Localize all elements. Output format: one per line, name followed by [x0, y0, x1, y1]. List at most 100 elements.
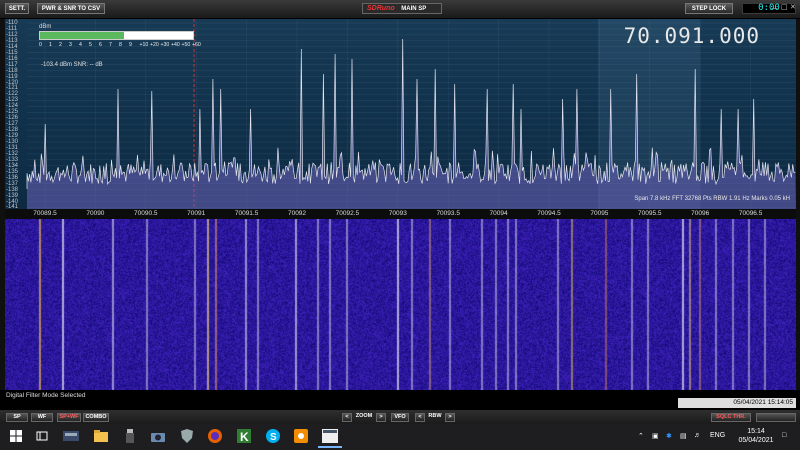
file-explorer-icon[interactable]	[93, 428, 109, 444]
sketch-app-icon[interactable]	[293, 428, 309, 444]
meter-scale-label: +30	[160, 42, 170, 48]
dbm-tick-label: -128	[6, 127, 19, 134]
usb-drive-icon[interactable]	[122, 428, 138, 444]
active-indicator	[318, 446, 342, 448]
system-clock[interactable]: 15:14 05/04/2021	[736, 427, 776, 445]
rbw-label: RBW	[428, 413, 442, 419]
active-window-icon[interactable]	[320, 428, 340, 444]
dbm-axis: -110 -111 -112 -113 -114 -115 -116 -117 -118 -119…	[5, 19, 27, 211]
dbm-tick-label: -127	[6, 121, 19, 128]
firefox-icon[interactable]	[207, 428, 223, 444]
dbm-tick-label: -111	[6, 25, 18, 32]
task-view-icon[interactable]	[34, 428, 50, 444]
svg-text:K: K	[240, 430, 249, 443]
frequency-tick-label: 70096.5	[738, 210, 763, 217]
minimize-icon[interactable]: —	[771, 4, 778, 12]
dbm-tick-label: -114	[6, 43, 18, 50]
spectrum-fill	[27, 39, 796, 209]
skype-icon[interactable]: S	[265, 428, 281, 444]
rbw-up-button[interactable]: >	[445, 413, 455, 422]
notifications-icon[interactable]: □	[782, 432, 787, 439]
sqlc-threshold-button[interactable]: SQLC THR.	[711, 413, 751, 422]
zoom-out-button[interactable]: <	[342, 413, 352, 422]
control-bar: SP WF SP+WF COMBO < ZOOM > VFO < RBW > S…	[0, 410, 800, 424]
k-app-icon[interactable]: K	[236, 428, 252, 444]
dbm-tick-label: -139	[6, 192, 19, 199]
title-bar: SETT. PWR & SNR TO CSV SDRuno MAIN SP ST…	[0, 0, 800, 19]
sp-wf-button[interactable]: SP+WF	[57, 413, 81, 422]
rbw-down-button[interactable]: <	[415, 413, 425, 422]
frequency-display[interactable]: 70.091.000	[623, 24, 760, 48]
dbm-tick-label: -129	[6, 133, 19, 140]
shield-icon[interactable]	[179, 428, 195, 444]
frequency-tick-label: 70091.5	[234, 210, 259, 217]
pwr-snr-csv-button[interactable]: PWR & SNR TO CSV	[37, 3, 105, 14]
step-lock-button[interactable]: STEP LOCK	[685, 3, 733, 14]
frequency-tick-label: 70091	[187, 210, 206, 217]
system-time: 15:14	[747, 428, 765, 435]
camera-icon[interactable]	[150, 428, 166, 444]
wf-button[interactable]: WF	[31, 413, 53, 422]
zoom-in-button[interactable]: >	[376, 413, 386, 422]
meter-scale-label: 6	[99, 42, 102, 48]
meter-fill	[40, 32, 125, 39]
meter-unit: dBm	[39, 24, 52, 30]
meter-scale-label: 2	[59, 42, 62, 48]
frequency-tick-label: 70093.5	[436, 210, 460, 217]
meter-scale-label: 7	[109, 42, 112, 48]
dbm-tick-label: -119	[6, 73, 18, 80]
dbm-tick-label: -131	[6, 144, 19, 151]
dbm-tick-label: -112	[6, 31, 18, 38]
spectrum-trace	[26, 38, 796, 189]
status-bar: Digital Filter Mode Selected 05/04/2021 …	[0, 390, 800, 410]
dbm-tick-label: -120	[6, 79, 19, 86]
dbm-tick-label: -116	[6, 55, 18, 62]
meter-scale-label: +50	[181, 42, 191, 48]
dbm-tick-label: -133	[6, 156, 19, 163]
dbm-tick-label: -141	[6, 204, 19, 211]
windows-start-icon[interactable]	[8, 428, 24, 444]
language-indicator[interactable]: ENG	[710, 432, 726, 439]
vfo-button[interactable]: VFO	[391, 413, 409, 422]
network-icon[interactable]: ▤	[680, 433, 687, 440]
dbm-tick-label: -122	[6, 91, 19, 98]
bluetooth-icon[interactable]: ✱	[666, 433, 672, 440]
meter-scale-label: 4	[79, 42, 82, 48]
sdr-app-icon[interactable]	[63, 428, 79, 444]
combo-button[interactable]: COMBO	[83, 413, 109, 422]
frequency-tick-label: 70095	[590, 210, 609, 217]
dbm-tick-label: -136	[6, 174, 19, 181]
dbm-tick-label: -130	[6, 139, 19, 145]
settings-button[interactable]: SETT.	[5, 3, 29, 14]
waterfall-display[interactable]	[5, 219, 796, 390]
dbm-tick-label: -117	[6, 61, 18, 68]
dbm-tick-label: -115	[6, 49, 18, 56]
meter-bar	[39, 31, 194, 40]
dbm-tick-label: -134	[6, 162, 19, 169]
svg-text:S: S	[270, 432, 277, 443]
dbm-tick-label: -138	[6, 186, 19, 193]
sp-button[interactable]: SP	[6, 413, 28, 422]
volume-icon[interactable]: ♬	[694, 432, 701, 439]
sdruno-logo: SDRuno	[367, 5, 395, 12]
dbm-tick-label: -123	[6, 97, 19, 104]
close-icon[interactable]: ✕	[790, 3, 796, 11]
zoom-label: ZOOM	[355, 413, 373, 419]
camera-tray-icon[interactable]: ▣	[652, 433, 659, 440]
frequency-tick-label: 70089.5	[33, 210, 57, 217]
dbm-tick-label: -110	[6, 20, 18, 26]
show-hidden-icons-icon[interactable]: ⌃	[638, 433, 644, 440]
meter-scale-label: 3	[69, 42, 72, 48]
meter-scale-label: 8	[119, 42, 122, 48]
meter-scale-label: 9	[129, 42, 132, 48]
dbm-tick-label: -121	[6, 85, 19, 92]
system-date: 05/04/2021	[738, 437, 774, 444]
meter-scale-label: +60	[192, 42, 201, 48]
maximize-icon[interactable]: □	[781, 3, 788, 11]
spectrum-display[interactable]: -110 -111 -112 -113 -114 -115 -116 -117 -118 -119…	[5, 19, 796, 211]
datetime-display: 05/04/2021 15:14:05	[678, 398, 796, 408]
window-title: SDRuno MAIN SP	[362, 3, 442, 14]
dbm-tick-label: -113	[6, 37, 18, 44]
fft-stats: Span 7.8 kHz FFT 32768 Pts RBW 1.91 Hz M…	[634, 196, 790, 202]
spare-button[interactable]	[756, 413, 796, 422]
